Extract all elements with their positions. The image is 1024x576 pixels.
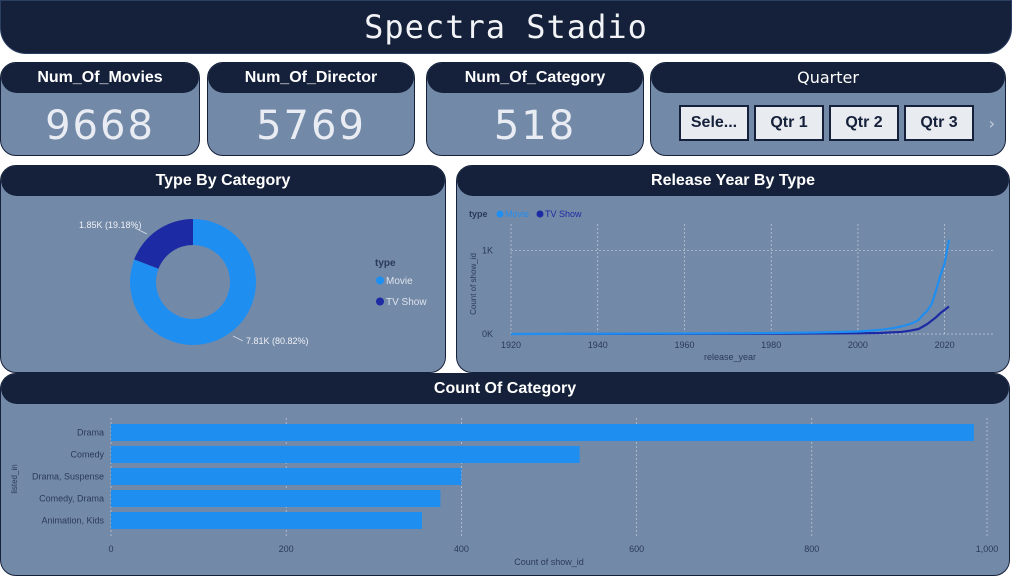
x-tick-label: 1,000 xyxy=(976,544,999,554)
legend-marker xyxy=(536,210,544,218)
app-title: Spectra Stadio xyxy=(0,0,1012,54)
x-tick-label: 1960 xyxy=(674,340,694,350)
quarter-slicer: Quarter Sele... Qtr 1 Qtr 2 Qtr 3 › xyxy=(650,62,1006,156)
label-leader xyxy=(134,227,148,235)
legend-marker xyxy=(496,210,504,218)
category-label: Animation, Kids xyxy=(41,516,104,526)
type-by-category-card: Type By Category 1.85K (19.18%) 7.81K (80… xyxy=(0,165,446,373)
label-leader xyxy=(232,335,244,342)
category-label: Drama, Suspense xyxy=(32,472,104,482)
bar xyxy=(111,512,422,529)
x-tick-label: 1920 xyxy=(501,340,521,350)
x-axis-label: Count of show_id xyxy=(514,557,584,567)
chart-title: Type By Category xyxy=(1,166,445,196)
y-tick-label: 0K xyxy=(482,329,493,339)
x-tick-label: 200 xyxy=(279,544,294,554)
category-label: Comedy xyxy=(70,450,104,460)
series-line-movie xyxy=(510,239,951,336)
category-label: Drama xyxy=(77,428,104,438)
line-chart: type Movie TV Show 1920 1940 1960 1980 2000 2020… xyxy=(469,209,993,362)
kpi-card-directors: Num_Of_Director 5769 xyxy=(207,62,415,156)
y-tick-label: 1K xyxy=(482,246,493,256)
bar xyxy=(111,490,441,507)
y-axis-label: Count of show_id xyxy=(469,253,478,315)
donut-chart: 1.85K (19.18%) 7.81K (80.82%) type Movie TV … xyxy=(79,219,427,346)
slicer-option-select[interactable]: Sele... xyxy=(679,105,749,141)
legend-marker xyxy=(376,276,384,285)
slicer-title: Quarter xyxy=(651,63,1005,93)
bar xyxy=(111,424,974,441)
chart-title: Count Of Category xyxy=(1,374,1009,404)
donut-slice-movie xyxy=(129,219,257,345)
bar xyxy=(111,446,580,463)
slicer-option-qtr1[interactable]: Qtr 1 xyxy=(754,105,824,141)
bar xyxy=(111,468,462,485)
kpi-card-categories: Num_Of_Category 518 xyxy=(426,62,644,156)
x-tick-label: 1940 xyxy=(588,340,608,350)
x-tick-label: 2020 xyxy=(935,340,955,350)
y-axis-label: listed_in xyxy=(10,464,19,493)
chevron-right-icon[interactable]: › xyxy=(988,114,995,133)
donut-data-label: 1.85K (19.18%) xyxy=(79,220,142,230)
kpi-value: 518 xyxy=(493,103,577,149)
kpi-label: Num_Of_Category xyxy=(427,63,643,93)
legend-title: type xyxy=(375,258,396,269)
legend-title: type xyxy=(469,209,488,219)
chart-title: Release Year By Type xyxy=(457,166,1009,196)
x-tick-label: 600 xyxy=(629,544,644,554)
kpi-card-movies: Num_Of_Movies 9668 xyxy=(0,62,200,156)
slicer-option-qtr2[interactable]: Qtr 2 xyxy=(829,105,899,141)
legend-item: Movie xyxy=(505,209,529,219)
x-axis-label: release_year xyxy=(704,352,756,362)
x-tick-label: 800 xyxy=(804,544,819,554)
x-tick-label: 400 xyxy=(454,544,469,554)
category-label: Comedy, Drama xyxy=(39,494,104,504)
bar-chart: 0 200 400 600 800 1,000 Drama Comedy Drama, Susp… xyxy=(10,418,999,567)
x-tick-label: 0 xyxy=(108,544,113,554)
donut-data-label: 7.81K (80.82%) xyxy=(246,336,309,346)
series-line-tv-show xyxy=(563,305,950,336)
kpi-label: Num_Of_Director xyxy=(208,63,414,93)
release-year-card: Release Year By Type type Movie TV Show 192… xyxy=(456,165,1010,373)
x-tick-label: 2000 xyxy=(848,340,868,350)
kpi-value: 9668 xyxy=(45,103,155,149)
legend-item: TV Show xyxy=(545,209,582,219)
legend-item: TV Show xyxy=(386,297,427,308)
kpi-value: 5769 xyxy=(256,103,366,149)
donut-slice-tv-show xyxy=(134,219,193,269)
legend-marker xyxy=(376,297,384,306)
x-tick-label: 1980 xyxy=(761,340,781,350)
legend-item: Movie xyxy=(386,276,413,287)
slicer-option-qtr3[interactable]: Qtr 3 xyxy=(904,105,974,141)
count-of-category-card: Count Of Category 0 200 400 600 800 1,000 Dram… xyxy=(0,373,1010,576)
kpi-label: Num_Of_Movies xyxy=(1,63,199,93)
